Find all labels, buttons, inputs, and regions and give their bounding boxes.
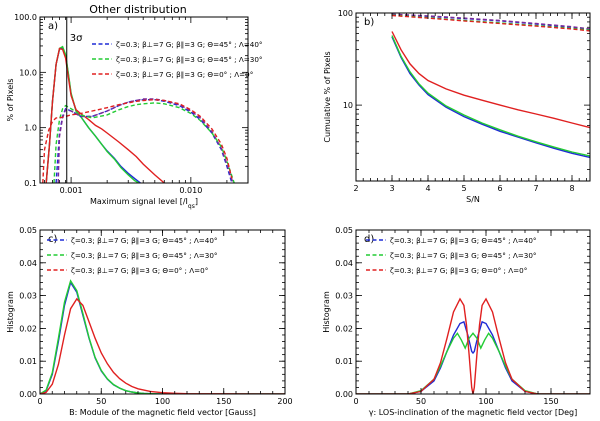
plot-frame: [355, 12, 591, 182]
panel-a: 3σ 0.001 0.010 0.1 1.0 10.0 100.0 a) Maximum sig…: [6, 13, 263, 210]
series-line-red-solid: [40, 297, 285, 394]
legend-entry-label: ζ=0.3; β⊥=7 G; β∥=3 G; Θ=45° ; Λ=30°: [390, 251, 537, 260]
y-tick-label: 0.05: [335, 226, 353, 235]
y-tick-label: 0.05: [19, 226, 37, 235]
legend: ζ=0.3; β⊥=7 G; β∥=3 G; Θ=45° ; Λ=40° ζ=0.…: [92, 40, 263, 79]
y-tick-label: 1.0: [24, 124, 37, 133]
x-tick-label: 100: [478, 397, 493, 406]
x-axis-label: Maximum signal level [/Iqs]: [90, 197, 198, 210]
y-axis-label: Histogram: [322, 291, 331, 333]
x-tick-label: 6: [497, 184, 502, 193]
x-tick-label: 100: [155, 397, 170, 406]
legend-entry-label: ζ=0.3; β⊥=7 G; β∥=3 G; Θ=0° ; Λ=0°: [71, 266, 208, 275]
series-line-green-solid: [356, 332, 590, 394]
x-tick-label: 7: [533, 184, 538, 193]
x-axis-label: S/N: [466, 195, 480, 204]
series-group: [356, 297, 590, 394]
y-tick-label: 0.00: [19, 390, 37, 399]
legend-entry-label: ζ=0.3; β⊥=7 G; β∥=3 G; Θ=45° ; Λ=40°: [116, 40, 263, 49]
x-tick-label: 0.010: [179, 186, 202, 195]
y-tick-label: 100: [338, 9, 353, 18]
series-line-green-dashed: [53, 102, 235, 183]
series-line-blue-dashed: [55, 98, 233, 183]
legend: ζ=0.3; β⊥=7 G; β∥=3 G; Θ=45° ; Λ=40° ζ=0.…: [47, 236, 218, 275]
y-tick-label: 0.1: [24, 179, 37, 188]
x-axis-label: B: Module of the magnetic field vector […: [69, 408, 256, 417]
panel-label: a): [48, 21, 58, 32]
series-line-green-solid: [391, 35, 590, 157]
x-tick-label: 150: [216, 397, 231, 406]
y-tick-label: 10: [343, 101, 353, 110]
series-line-green-solid: [40, 279, 285, 394]
y-tick-label: 10.0: [19, 68, 37, 77]
legend-entry-label: ζ=0.3; β⊥=7 G; β∥=3 G; Θ=45° ; Λ=30°: [71, 251, 218, 260]
x-tick-label: 8: [569, 184, 574, 193]
x-tick-label: 50: [96, 397, 106, 406]
x-tick-label: 0: [353, 397, 358, 406]
series-group: [391, 13, 590, 159]
x-tick-label: 3: [389, 184, 394, 193]
figure-suptitle: Other distribution: [89, 3, 186, 16]
x-tick-label: 0: [37, 397, 42, 406]
legend-entry-label: ζ=0.3; β⊥=7 G; β∥=3 G; Θ=0° ; Λ=0°: [390, 266, 527, 275]
panel-label: c): [48, 234, 57, 245]
panel-c: 0 50 100 150 200 0.00 0.01 0.02 0.03 0.04 0.05 c) B:…: [6, 226, 293, 417]
y-tick-label: 0.00: [335, 390, 353, 399]
x-tick-label: 50: [416, 397, 426, 406]
series-group: [40, 279, 285, 394]
y-tick-label: 100.0: [14, 13, 37, 22]
y-tick-label: 0.03: [19, 292, 37, 301]
legend-entry-label: ζ=0.3; β⊥=7 G; β∥=3 G; Θ=0° ; Λ=0°: [116, 70, 253, 79]
x-tick-label: 150: [543, 397, 558, 406]
y-tick-label: 0.02: [19, 324, 37, 333]
series-line-purple-dashed: [57, 98, 234, 183]
threshold-label: 3σ: [70, 33, 83, 44]
y-tick-label: 0.02: [335, 324, 353, 333]
series-line-red-solid: [391, 31, 590, 129]
panel-b: 2 3 4 5 6 7 8 10 100 b) S/N Cumulative % of Pixels: [323, 9, 591, 204]
series-line-blue-solid: [356, 320, 590, 394]
panel-label: b): [364, 17, 374, 28]
legend-entry-label: ζ=0.3; β⊥=7 G; β∥=3 G; Θ=45° ; Λ=40°: [71, 236, 218, 245]
y-axis-label: Cumulative % of Pixels: [323, 51, 332, 142]
series-line-red-dashed: [391, 14, 590, 32]
x-axis-label: γ: LOS-inclination of the magnetic field…: [369, 408, 578, 417]
x-tick-label: 2: [353, 184, 358, 193]
x-tick-label: 5: [461, 184, 466, 193]
y-tick-label: 0.01: [19, 357, 37, 366]
y-axis-label: % of Pixels: [6, 78, 15, 121]
series-line-blue-solid: [391, 36, 590, 159]
legend-entry-label: ζ=0.3; β⊥=7 G; β∥=3 G; Θ=45° ; Λ=30°: [116, 55, 263, 64]
legend: ζ=0.3; β⊥=7 G; β∥=3 G; Θ=45° ; Λ=40° ζ=0.…: [366, 236, 537, 275]
y-tick-label: 0.04: [19, 259, 37, 268]
series-line-red-dashed: [42, 98, 233, 183]
y-axis-label: Histogram: [6, 291, 15, 333]
x-tick-label: 0.001: [60, 186, 83, 195]
series-line-red-solid: [356, 297, 590, 394]
x-tick-label: 4: [425, 184, 430, 193]
y-tick-label: 0.03: [335, 292, 353, 301]
y-tick-label: 0.01: [335, 357, 353, 366]
legend-entry-label: ζ=0.3; β⊥=7 G; β∥=3 G; Θ=45° ; Λ=40°: [390, 236, 537, 245]
series-group: [42, 45, 235, 183]
x-tick-label: 200: [277, 397, 292, 406]
y-tick-label: 0.04: [335, 259, 353, 268]
plot-frame: [39, 16, 249, 184]
